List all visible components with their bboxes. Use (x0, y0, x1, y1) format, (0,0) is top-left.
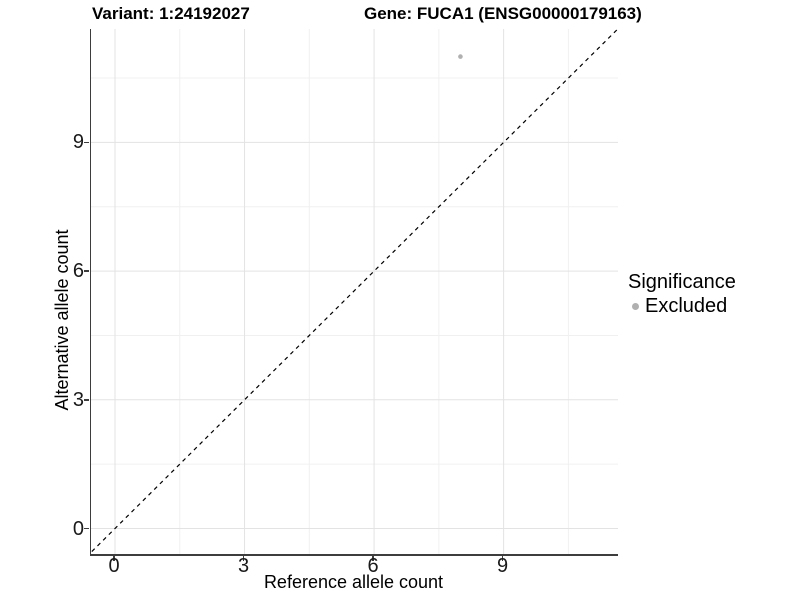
legend-title: Significance (628, 271, 736, 293)
y-tick-label: 0 (72, 517, 84, 540)
plot-canvas (91, 29, 618, 554)
x-tick-label: 9 (497, 555, 509, 577)
legend-item: Excluded (632, 295, 736, 317)
y-tick-mark (84, 141, 89, 144)
x-tick-mark (113, 556, 115, 561)
x-tick-label: 3 (237, 555, 250, 577)
identity-line (91, 29, 618, 554)
x-tick-mark (501, 556, 504, 561)
y-tick-mark (84, 270, 89, 272)
legend-item-label: Excluded (645, 295, 728, 317)
y-axis-title: Alternative allele count (52, 229, 72, 411)
plot-title-gene: Gene: FUCA1 (ENSG00000179163) (364, 4, 642, 23)
x-tick-label: 0 (108, 555, 120, 577)
legend: Significance Excluded (628, 271, 736, 317)
y-tick-mark (84, 527, 89, 530)
legend-items: Excluded (628, 295, 736, 317)
x-tick-label: 6 (367, 555, 379, 577)
y-tick-label: 3 (72, 388, 84, 411)
y-tick-label: 9 (72, 131, 84, 154)
y-tick-label: 6 (72, 260, 84, 283)
y-tick-mark (84, 399, 89, 401)
x-axis-title: Reference allele count (263, 572, 444, 592)
x-tick-mark (242, 556, 245, 561)
data-point (458, 54, 463, 59)
legend-point-icon (632, 302, 639, 310)
plot-panel (90, 29, 618, 556)
plot-title-variant: Variant: 1:24192027 (92, 4, 250, 23)
x-tick-mark (372, 556, 374, 561)
